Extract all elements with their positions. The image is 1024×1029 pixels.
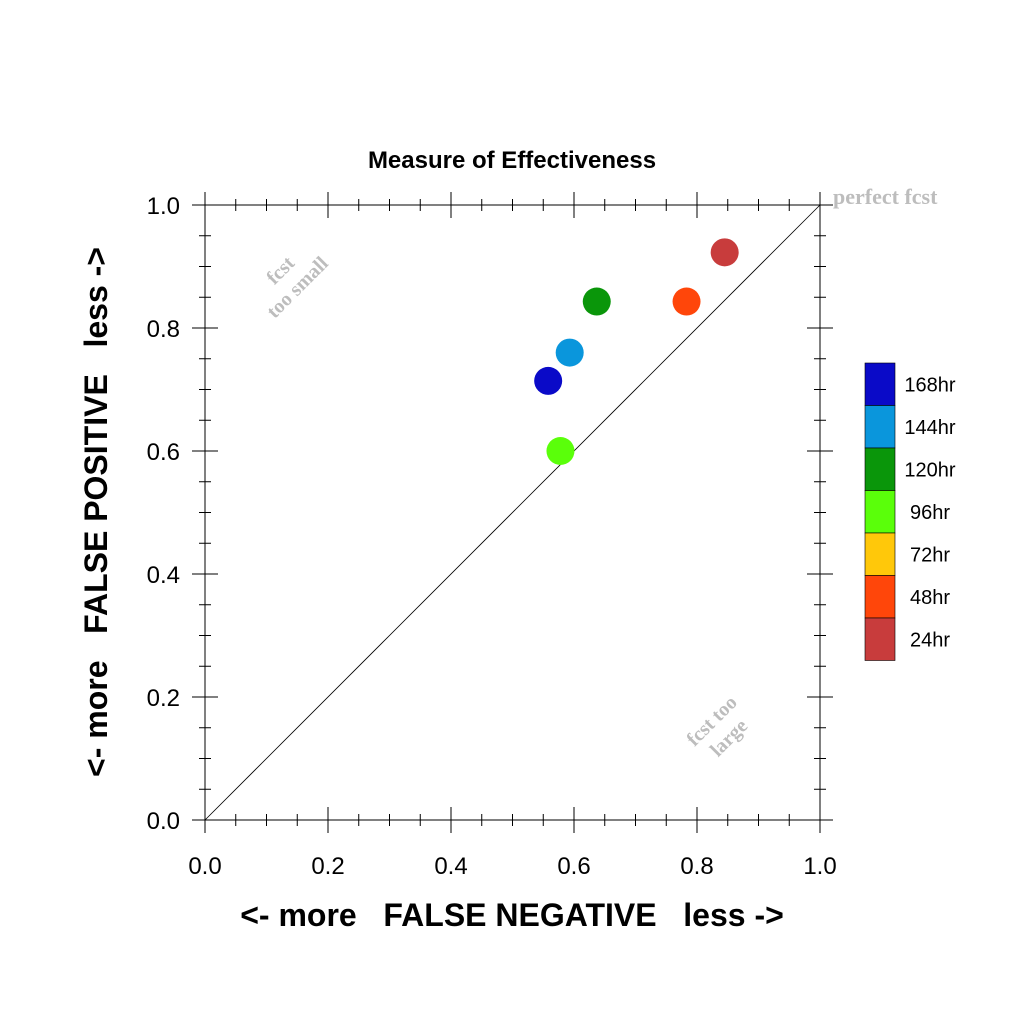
y-tick-label: 0.0	[147, 808, 180, 835]
legend-label-168hr: 168hr	[904, 374, 955, 396]
y-axis-label: <- more FALSE POSITIVE less ->	[78, 247, 114, 777]
legend-swatch-120hr	[864, 447, 896, 491]
legend-label-24hr: 24hr	[910, 629, 950, 651]
y-tick-label: 1.0	[147, 193, 180, 220]
data-points	[534, 238, 739, 465]
x-tick-label: 0.0	[188, 853, 221, 880]
legend-swatch-168hr	[864, 362, 896, 406]
x-tick-label: 0.4	[434, 853, 467, 880]
y-tick-label: 0.6	[147, 439, 180, 466]
legend-swatch-96hr	[864, 490, 896, 534]
annotation-fcst-too-small: fcst too small	[262, 252, 333, 323]
data-point-96hr	[546, 437, 575, 465]
chart-title: Measure of Effectiveness	[368, 147, 656, 174]
data-point-144hr	[555, 338, 584, 367]
y-tick-label: 0.4	[147, 562, 180, 589]
x-tick-label: 0.2	[311, 853, 344, 880]
legend-swatch-144hr	[864, 405, 896, 449]
legend-label-144hr: 144hr	[904, 417, 955, 439]
y-tick-labels: 0.0 0.2 0.4 0.6 0.8 1.0	[147, 193, 180, 835]
legend-label-48hr: 48hr	[910, 587, 950, 609]
data-point-120hr	[582, 287, 611, 316]
legend-swatch-72hr	[864, 532, 896, 576]
y-tick-label: 0.2	[147, 685, 180, 712]
x-tick-label: 0.6	[557, 853, 590, 880]
y-tick-label: 0.8	[147, 316, 180, 343]
legend-label-96hr: 96hr	[910, 502, 950, 524]
legend-swatch-48hr	[864, 575, 896, 619]
diagonal-reference-line	[204, 204, 821, 821]
data-point-48hr	[672, 287, 701, 316]
legend: 168hr 144hr 120hr 96hr 72hr 48hr 24hr	[864, 362, 956, 661]
annotation-fcst-too-large: fcst too large	[683, 692, 753, 762]
legend-label-120hr: 120hr	[904, 459, 955, 481]
annotation-perfect-fcst: perfect fcst	[833, 184, 938, 209]
x-tick-label: 0.8	[680, 853, 713, 880]
data-point-24hr	[710, 238, 739, 267]
data-point-168hr	[534, 366, 563, 395]
legend-swatch-24hr	[864, 617, 896, 661]
legend-label-72hr: 72hr	[910, 544, 950, 566]
x-tick-labels: 0.0 0.2 0.4 0.6 0.8 1.0	[188, 853, 836, 880]
axis-ticks	[192, 192, 833, 833]
x-axis-label: <- more FALSE NEGATIVE less ->	[240, 897, 784, 933]
x-tick-label: 1.0	[803, 853, 836, 880]
